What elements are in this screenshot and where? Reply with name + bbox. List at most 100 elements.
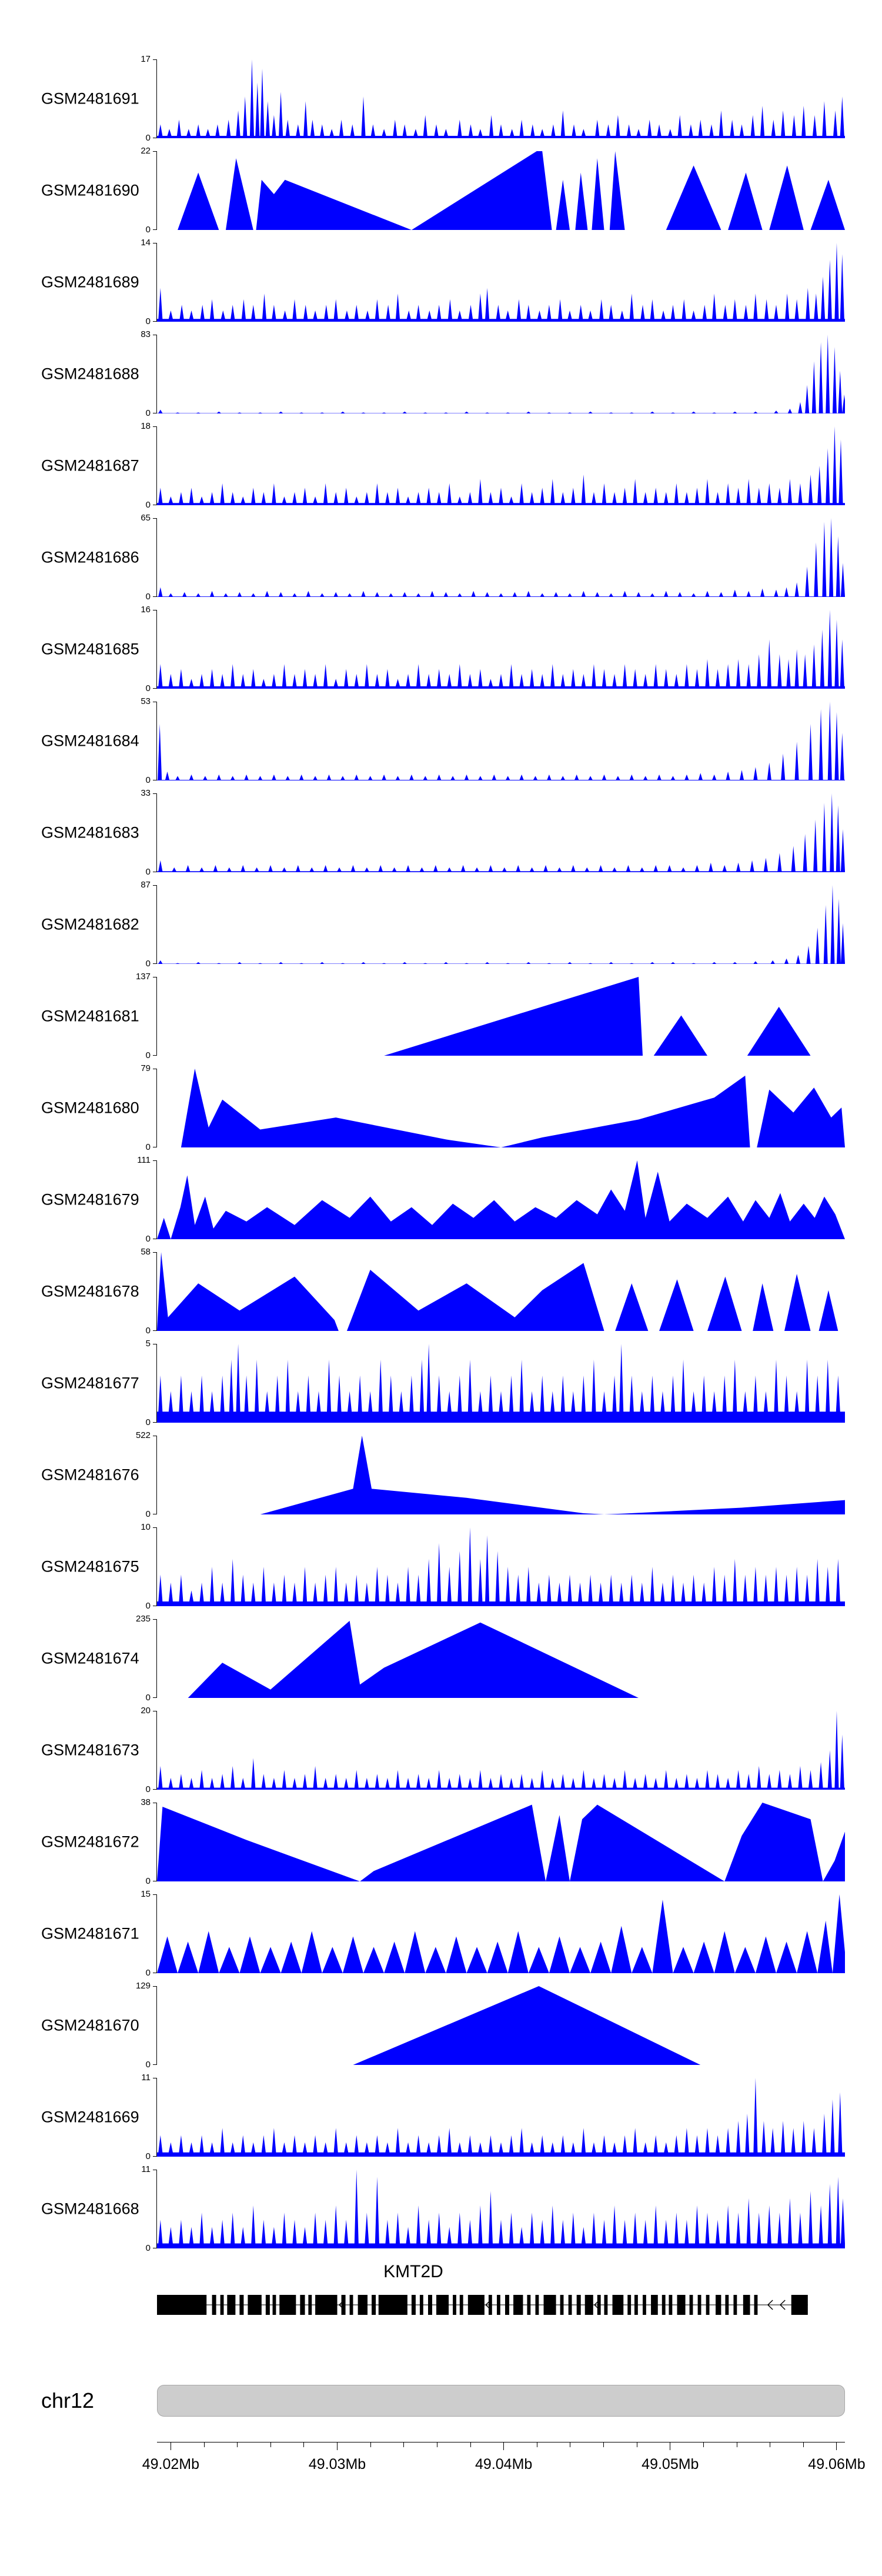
exon-box bbox=[220, 2295, 224, 2315]
exon-box bbox=[467, 2295, 485, 2315]
y-axis-tick-max bbox=[153, 1986, 157, 1987]
y-min-label: 0 bbox=[145, 1784, 151, 1794]
signal-track-row: GSM2481676 522 0 bbox=[0, 1429, 882, 1521]
track-label: GSM2481670 bbox=[41, 2016, 139, 2034]
y-min-label: 0 bbox=[145, 1326, 151, 1336]
exon-box bbox=[212, 2295, 216, 2315]
exon-box bbox=[584, 2295, 593, 2315]
signal-plot bbox=[157, 518, 845, 597]
coverage-area bbox=[157, 59, 845, 138]
signal-plot bbox=[157, 1803, 845, 1881]
y-min-label: 0 bbox=[145, 225, 151, 235]
track-label: GSM2481681 bbox=[41, 1007, 139, 1025]
y-max-label: 83 bbox=[141, 329, 151, 339]
y-axis-line bbox=[156, 702, 157, 780]
y-min-label: 0 bbox=[145, 133, 151, 143]
y-max-label: 129 bbox=[135, 1981, 151, 1991]
coverage-area bbox=[157, 977, 845, 1056]
y-axis-tick-zero bbox=[153, 963, 157, 964]
signal-plot bbox=[157, 2078, 845, 2157]
track-y-axis: 22 0 bbox=[128, 146, 157, 235]
exon-box bbox=[576, 2295, 581, 2315]
signal-track-row: GSM2481691 17 0 bbox=[0, 53, 882, 145]
coverage-area bbox=[157, 335, 845, 413]
y-min-label: 0 bbox=[145, 1509, 151, 1519]
signal-plot bbox=[157, 1619, 845, 1698]
track-label: GSM2481688 bbox=[41, 365, 139, 383]
track-y-axis: 11 0 bbox=[128, 2073, 157, 2161]
y-max-label: 235 bbox=[135, 1614, 151, 1624]
y-axis-tick-max bbox=[153, 1252, 157, 1253]
y-axis-line bbox=[156, 1252, 157, 1331]
y-axis-tick-zero bbox=[153, 2064, 157, 2065]
signal-track-row: GSM2481673 20 0 bbox=[0, 1704, 882, 1796]
y-max-label: 14 bbox=[141, 238, 151, 248]
axis-minor-tick bbox=[703, 2442, 704, 2447]
signal-plot bbox=[157, 1527, 845, 1606]
strand-arrows bbox=[339, 2300, 785, 2310]
y-axis-tick-zero bbox=[153, 229, 157, 230]
track-label: GSM2481674 bbox=[41, 1649, 139, 1667]
exon-box bbox=[341, 2295, 346, 2315]
coverage-area bbox=[157, 151, 845, 230]
track-y-axis: 79 0 bbox=[128, 1064, 157, 1152]
signal-track-row: GSM2481685 16 0 bbox=[0, 603, 882, 695]
y-max-label: 522 bbox=[135, 1430, 151, 1440]
y-min-label: 0 bbox=[145, 2060, 151, 2070]
exon-box bbox=[791, 2295, 808, 2315]
exon-box bbox=[669, 2295, 673, 2315]
track-y-axis: 235 0 bbox=[128, 1614, 157, 1703]
coverage-area bbox=[157, 1069, 845, 1147]
exon-box bbox=[677, 2295, 686, 2315]
y-axis-line bbox=[156, 977, 157, 1056]
exon-box bbox=[349, 2295, 353, 2315]
signal-plot bbox=[157, 426, 845, 505]
exon-box bbox=[706, 2295, 710, 2315]
exon-box bbox=[716, 2295, 721, 2315]
strand-arrow-left-icon bbox=[594, 2300, 599, 2310]
y-min-label: 0 bbox=[145, 959, 151, 969]
axis-tick-label: 49.04Mb bbox=[475, 2456, 533, 2472]
coverage-area bbox=[157, 702, 845, 780]
y-axis-line bbox=[156, 1711, 157, 1790]
axis-minor-tick bbox=[370, 2442, 371, 2447]
y-axis-line bbox=[156, 2078, 157, 2157]
y-axis-line bbox=[156, 335, 157, 413]
coverage-area bbox=[157, 1711, 845, 1790]
signal-plot bbox=[157, 243, 845, 322]
track-y-axis: 53 0 bbox=[128, 697, 157, 785]
y-max-label: 137 bbox=[135, 972, 151, 982]
y-axis-tick-max bbox=[153, 1160, 157, 1161]
coverage-area bbox=[157, 1803, 845, 1881]
exon-box bbox=[627, 2295, 632, 2315]
axis-minor-tick bbox=[470, 2442, 471, 2447]
y-min-label: 0 bbox=[145, 1968, 151, 1978]
exon-box bbox=[358, 2295, 368, 2315]
signal-plot bbox=[157, 1069, 845, 1147]
track-y-axis: 11 0 bbox=[128, 2165, 157, 2253]
gene-track: KMT2D bbox=[0, 2262, 882, 2338]
signal-track-row: GSM2481677 5 0 bbox=[0, 1337, 882, 1429]
track-label: GSM2481671 bbox=[41, 1924, 139, 1943]
coverage-area bbox=[157, 793, 845, 872]
exon-box bbox=[279, 2295, 296, 2315]
strand-arrow-left-icon bbox=[768, 2300, 773, 2310]
y-min-label: 0 bbox=[145, 683, 151, 693]
exon-box bbox=[308, 2295, 312, 2315]
track-label: GSM2481676 bbox=[41, 1466, 139, 1484]
track-label: GSM2481690 bbox=[41, 181, 139, 199]
signal-track-row: GSM2481682 87 0 bbox=[0, 879, 882, 970]
signal-plot bbox=[157, 1894, 845, 1973]
axis-minor-tick bbox=[270, 2442, 271, 2447]
track-y-axis: 83 0 bbox=[128, 330, 157, 418]
signal-track-row: GSM2481681 137 0 bbox=[0, 970, 882, 1062]
exon-box bbox=[560, 2295, 564, 2315]
track-y-axis: 58 0 bbox=[128, 1247, 157, 1336]
y-axis-tick-max bbox=[153, 1894, 157, 1895]
coverage-area bbox=[157, 2078, 845, 2157]
exon-box bbox=[315, 2295, 338, 2315]
y-axis-line bbox=[156, 885, 157, 964]
y-max-label: 17 bbox=[141, 54, 151, 64]
track-label: GSM2481680 bbox=[41, 1099, 139, 1117]
